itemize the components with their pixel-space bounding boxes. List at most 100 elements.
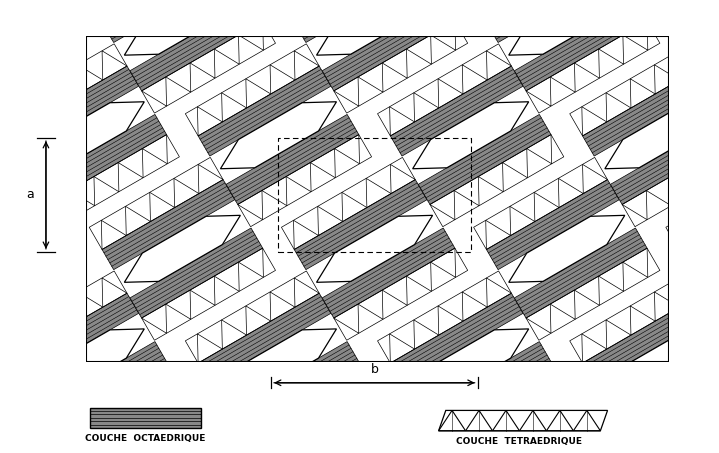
- Polygon shape: [102, 407, 234, 453]
- Polygon shape: [102, 0, 234, 43]
- Polygon shape: [28, 102, 145, 169]
- Polygon shape: [142, 362, 168, 391]
- Polygon shape: [166, 63, 191, 92]
- Polygon shape: [413, 329, 528, 396]
- Polygon shape: [94, 163, 119, 192]
- Polygon shape: [390, 66, 523, 156]
- Polygon shape: [574, 49, 600, 78]
- Polygon shape: [214, 262, 239, 291]
- Polygon shape: [679, 407, 719, 453]
- Polygon shape: [150, 419, 175, 448]
- Polygon shape: [582, 293, 715, 383]
- Polygon shape: [5, 107, 30, 136]
- Polygon shape: [226, 342, 359, 432]
- Polygon shape: [270, 292, 295, 321]
- Polygon shape: [702, 206, 719, 236]
- Polygon shape: [101, 0, 127, 22]
- Polygon shape: [454, 177, 479, 206]
- Polygon shape: [671, 163, 695, 192]
- Polygon shape: [406, 262, 431, 291]
- Polygon shape: [701, 215, 719, 282]
- Polygon shape: [390, 334, 415, 363]
- Polygon shape: [198, 164, 223, 193]
- Polygon shape: [334, 304, 359, 333]
- Polygon shape: [679, 0, 719, 43]
- Polygon shape: [599, 262, 623, 291]
- Polygon shape: [226, 115, 359, 204]
- Polygon shape: [142, 135, 168, 164]
- Polygon shape: [702, 434, 719, 453]
- Polygon shape: [605, 329, 719, 396]
- Text: COUCHE  TETRAEDRIQUE: COUCHE TETRAEDRIQUE: [457, 437, 582, 446]
- Polygon shape: [418, 115, 551, 204]
- Polygon shape: [701, 443, 719, 453]
- Polygon shape: [238, 418, 262, 447]
- Polygon shape: [45, 418, 70, 447]
- Polygon shape: [478, 390, 503, 419]
- Polygon shape: [294, 51, 319, 80]
- Polygon shape: [101, 220, 127, 250]
- Polygon shape: [431, 21, 456, 50]
- Polygon shape: [34, 115, 167, 204]
- Polygon shape: [573, 410, 600, 431]
- Polygon shape: [198, 107, 222, 136]
- Polygon shape: [142, 77, 167, 106]
- Polygon shape: [487, 278, 511, 307]
- Polygon shape: [293, 220, 319, 250]
- Polygon shape: [221, 320, 247, 349]
- Polygon shape: [438, 306, 463, 335]
- Polygon shape: [54, 79, 78, 108]
- Polygon shape: [311, 376, 335, 405]
- Polygon shape: [22, 35, 47, 64]
- Polygon shape: [431, 248, 456, 277]
- Polygon shape: [28, 329, 145, 396]
- Polygon shape: [606, 93, 631, 122]
- Polygon shape: [221, 329, 336, 396]
- Polygon shape: [574, 276, 600, 305]
- Polygon shape: [94, 390, 119, 419]
- Polygon shape: [0, 178, 6, 207]
- Polygon shape: [631, 306, 655, 335]
- Polygon shape: [198, 66, 331, 156]
- Polygon shape: [527, 362, 551, 391]
- Polygon shape: [430, 418, 455, 447]
- Polygon shape: [334, 77, 359, 106]
- Polygon shape: [707, 1, 719, 91]
- Polygon shape: [383, 276, 407, 305]
- Polygon shape: [510, 0, 535, 8]
- Polygon shape: [559, 178, 583, 207]
- Polygon shape: [654, 65, 679, 94]
- Polygon shape: [246, 79, 271, 108]
- Polygon shape: [534, 193, 559, 222]
- Polygon shape: [118, 376, 143, 405]
- Polygon shape: [438, 79, 463, 108]
- Polygon shape: [126, 206, 150, 236]
- Polygon shape: [582, 107, 607, 136]
- Polygon shape: [6, 164, 31, 193]
- Polygon shape: [130, 228, 262, 318]
- Polygon shape: [646, 177, 672, 206]
- Polygon shape: [582, 391, 608, 421]
- Polygon shape: [239, 248, 263, 277]
- Polygon shape: [0, 1, 70, 91]
- Polygon shape: [46, 21, 71, 50]
- Polygon shape: [0, 407, 42, 453]
- Polygon shape: [334, 135, 360, 164]
- Polygon shape: [622, 418, 647, 447]
- Polygon shape: [487, 0, 619, 43]
- Polygon shape: [5, 334, 30, 363]
- Polygon shape: [358, 63, 383, 92]
- Polygon shape: [150, 193, 175, 222]
- Polygon shape: [606, 320, 631, 349]
- Polygon shape: [486, 0, 510, 22]
- Polygon shape: [623, 248, 648, 277]
- Polygon shape: [414, 320, 439, 349]
- Polygon shape: [34, 342, 167, 432]
- Polygon shape: [418, 342, 551, 432]
- Polygon shape: [509, 0, 625, 55]
- Polygon shape: [654, 292, 679, 321]
- Polygon shape: [190, 49, 215, 78]
- Polygon shape: [514, 228, 647, 318]
- Polygon shape: [546, 410, 573, 431]
- Polygon shape: [439, 410, 465, 431]
